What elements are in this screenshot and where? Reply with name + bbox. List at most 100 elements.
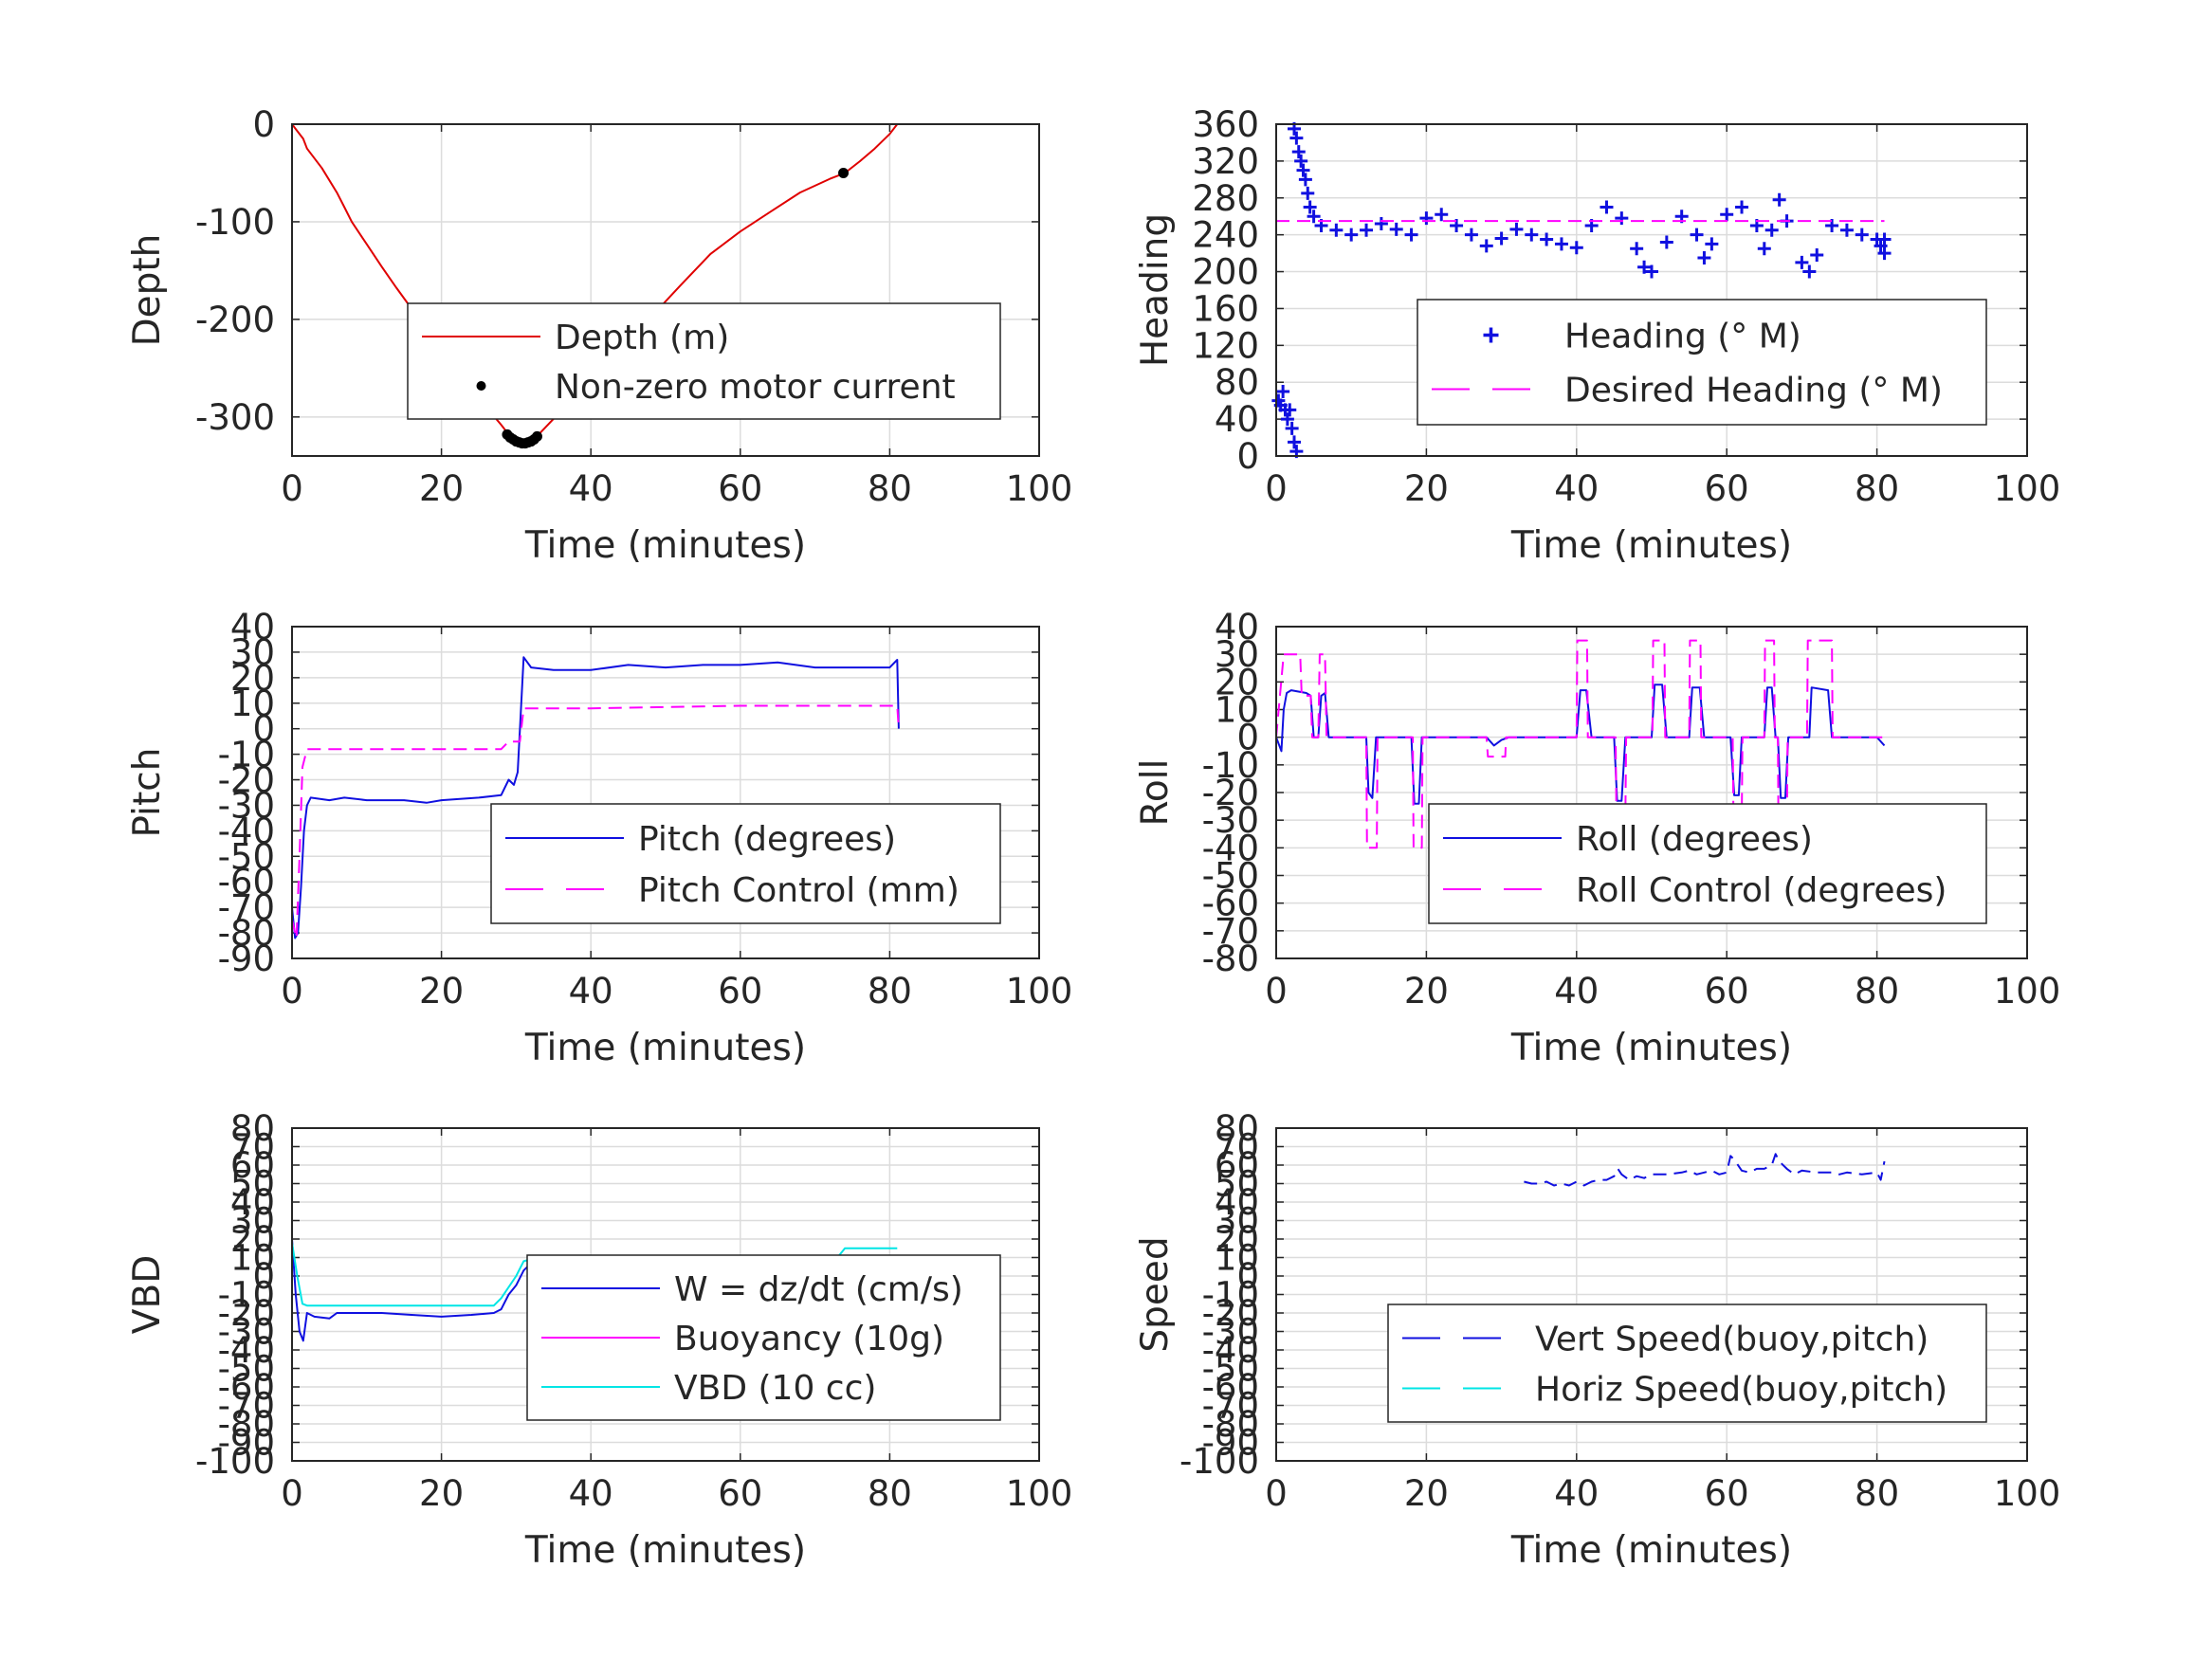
legend-marker [1483,327,1499,343]
y-tick-label: -60 [1202,1367,1259,1408]
x-tick-label: 40 [569,1473,613,1514]
x-tick-label: 40 [1554,468,1599,509]
data-point [1720,208,1734,222]
data-point [1630,242,1644,256]
x-tick-label: 20 [419,1473,464,1514]
y-tick-label: 40 [1215,1182,1259,1223]
x-axis-label: Time (minutes) [524,1027,806,1069]
y-tick-label: -10 [218,735,275,775]
y-tick-label: -80 [218,1404,275,1445]
x-tick-label: 100 [1994,971,2061,1012]
chart-panel-4: 0 20 40 60 80 100-80-70-60-50-40-30-20-100102… [1134,607,2060,1069]
data-point [1303,200,1317,214]
y-tick-label: 80 [1215,362,1259,403]
y-tick-label: 280 [1192,178,1259,219]
x-tick-label: 80 [868,971,912,1012]
y-tick-label: 80 [1215,1108,1259,1149]
x-axis-label: Time (minutes) [1510,1529,1792,1572]
legend: Depth (m) Non-zero motor current [407,302,1001,420]
y-tick-label: 40 [1215,399,1259,440]
y-tick-label: 20 [230,658,275,699]
y-tick-label: -10 [1202,745,1259,786]
data-point [1645,264,1658,279]
y-tick-label: -60 [218,1367,275,1408]
y-tick-label: -40 [218,1330,275,1371]
x-tick-label: 60 [1705,468,1749,509]
plot-frame [291,123,1040,457]
y-tick-label: -90 [218,939,275,979]
y-tick-label: 240 [1192,215,1259,256]
y-tick-label: 160 [1192,288,1259,329]
legend: Pitch (degrees) Pitch Control (mm) [490,803,1001,924]
x-tick-label: 20 [419,971,464,1012]
y-tick-label: 60 [230,1145,275,1186]
data-point [1877,246,1892,261]
data-point [1360,223,1374,237]
y-tick-label: -70 [218,1386,275,1427]
x-tick-label: 100 [1006,468,1073,509]
legend-box [1417,299,1987,426]
y-tick-label: -70 [218,887,275,928]
series-2 [291,704,900,939]
data-point [1615,211,1629,226]
legend-marker [476,381,486,391]
y-tick-label: 10 [1215,690,1259,731]
y-tick-label: 70 [230,1127,275,1168]
data-point [1479,239,1493,253]
y-tick-label: -10 [218,1275,275,1316]
y-tick-label: 30 [1215,634,1259,675]
y-tick-label: 360 [1192,104,1259,145]
y-tick-label: 40 [1215,607,1259,647]
legend-label: VBD (10 cc) [674,1369,876,1408]
x-tick-label: 0 [1265,468,1288,509]
data-point [838,167,850,178]
x-tick-label: 60 [718,468,762,509]
data-point [1344,228,1359,242]
chart-panel-6: 0 20 40 60 80 100-100-90-80-70-60-50-40-30-20… [1134,1108,2060,1572]
x-axis-label: Time (minutes) [1510,524,1792,567]
data-point [1705,237,1719,251]
x-tick-label: 20 [419,468,464,509]
x-tick-label: 20 [1404,1473,1449,1514]
y-tick-label: 50 [1215,1164,1259,1205]
data-point [1659,235,1673,249]
y-tick-label: 10 [230,684,275,724]
legend-label: Depth (m) [555,319,729,357]
data-point [1389,222,1403,236]
x-tick-label: 60 [1705,1473,1749,1514]
y-tick-label: -100 [195,202,275,243]
data-point [1296,163,1310,177]
legend-label: Roll (degrees) [1576,820,1813,859]
data-point [1690,228,1704,242]
data-point [1600,200,1614,214]
x-tick-label: 40 [1554,1473,1599,1514]
y-tick-label: 120 [1192,325,1259,366]
data-point [1509,222,1524,236]
legend-label: Horiz Speed(buoy,pitch) [1535,1371,1947,1410]
data-point [1637,260,1652,274]
y-tick-label: 60 [1215,1145,1259,1186]
y-tick-label: -80 [1202,1404,1259,1445]
y-axis-label: Speed [1134,1236,1177,1352]
y-tick-label: 40 [230,607,275,647]
data-point [1735,200,1749,214]
y-tick-label: -40 [1202,828,1259,868]
legend-label: Pitch Control (mm) [638,871,960,910]
data-point [1374,217,1388,230]
data-point [1280,412,1294,427]
y-tick-label: -30 [1202,800,1259,841]
data-point [1494,231,1508,246]
y-tick-label: -10 [1202,1275,1259,1316]
y-tick-label: -50 [1202,1349,1259,1390]
y-axis-label: Roll [1134,759,1177,827]
y-tick-label: 30 [1215,1201,1259,1242]
y-tick-label: 320 [1192,141,1259,182]
y-axis-label: Heading [1134,213,1177,367]
y-tick-label: 80 [230,1108,275,1149]
y-tick-label: -300 [195,397,275,438]
x-tick-label: 60 [718,1473,762,1514]
y-tick-label: -80 [218,913,275,954]
y-tick-label: -20 [218,1293,275,1334]
series-1 [1271,121,1892,459]
series-line [291,656,900,939]
